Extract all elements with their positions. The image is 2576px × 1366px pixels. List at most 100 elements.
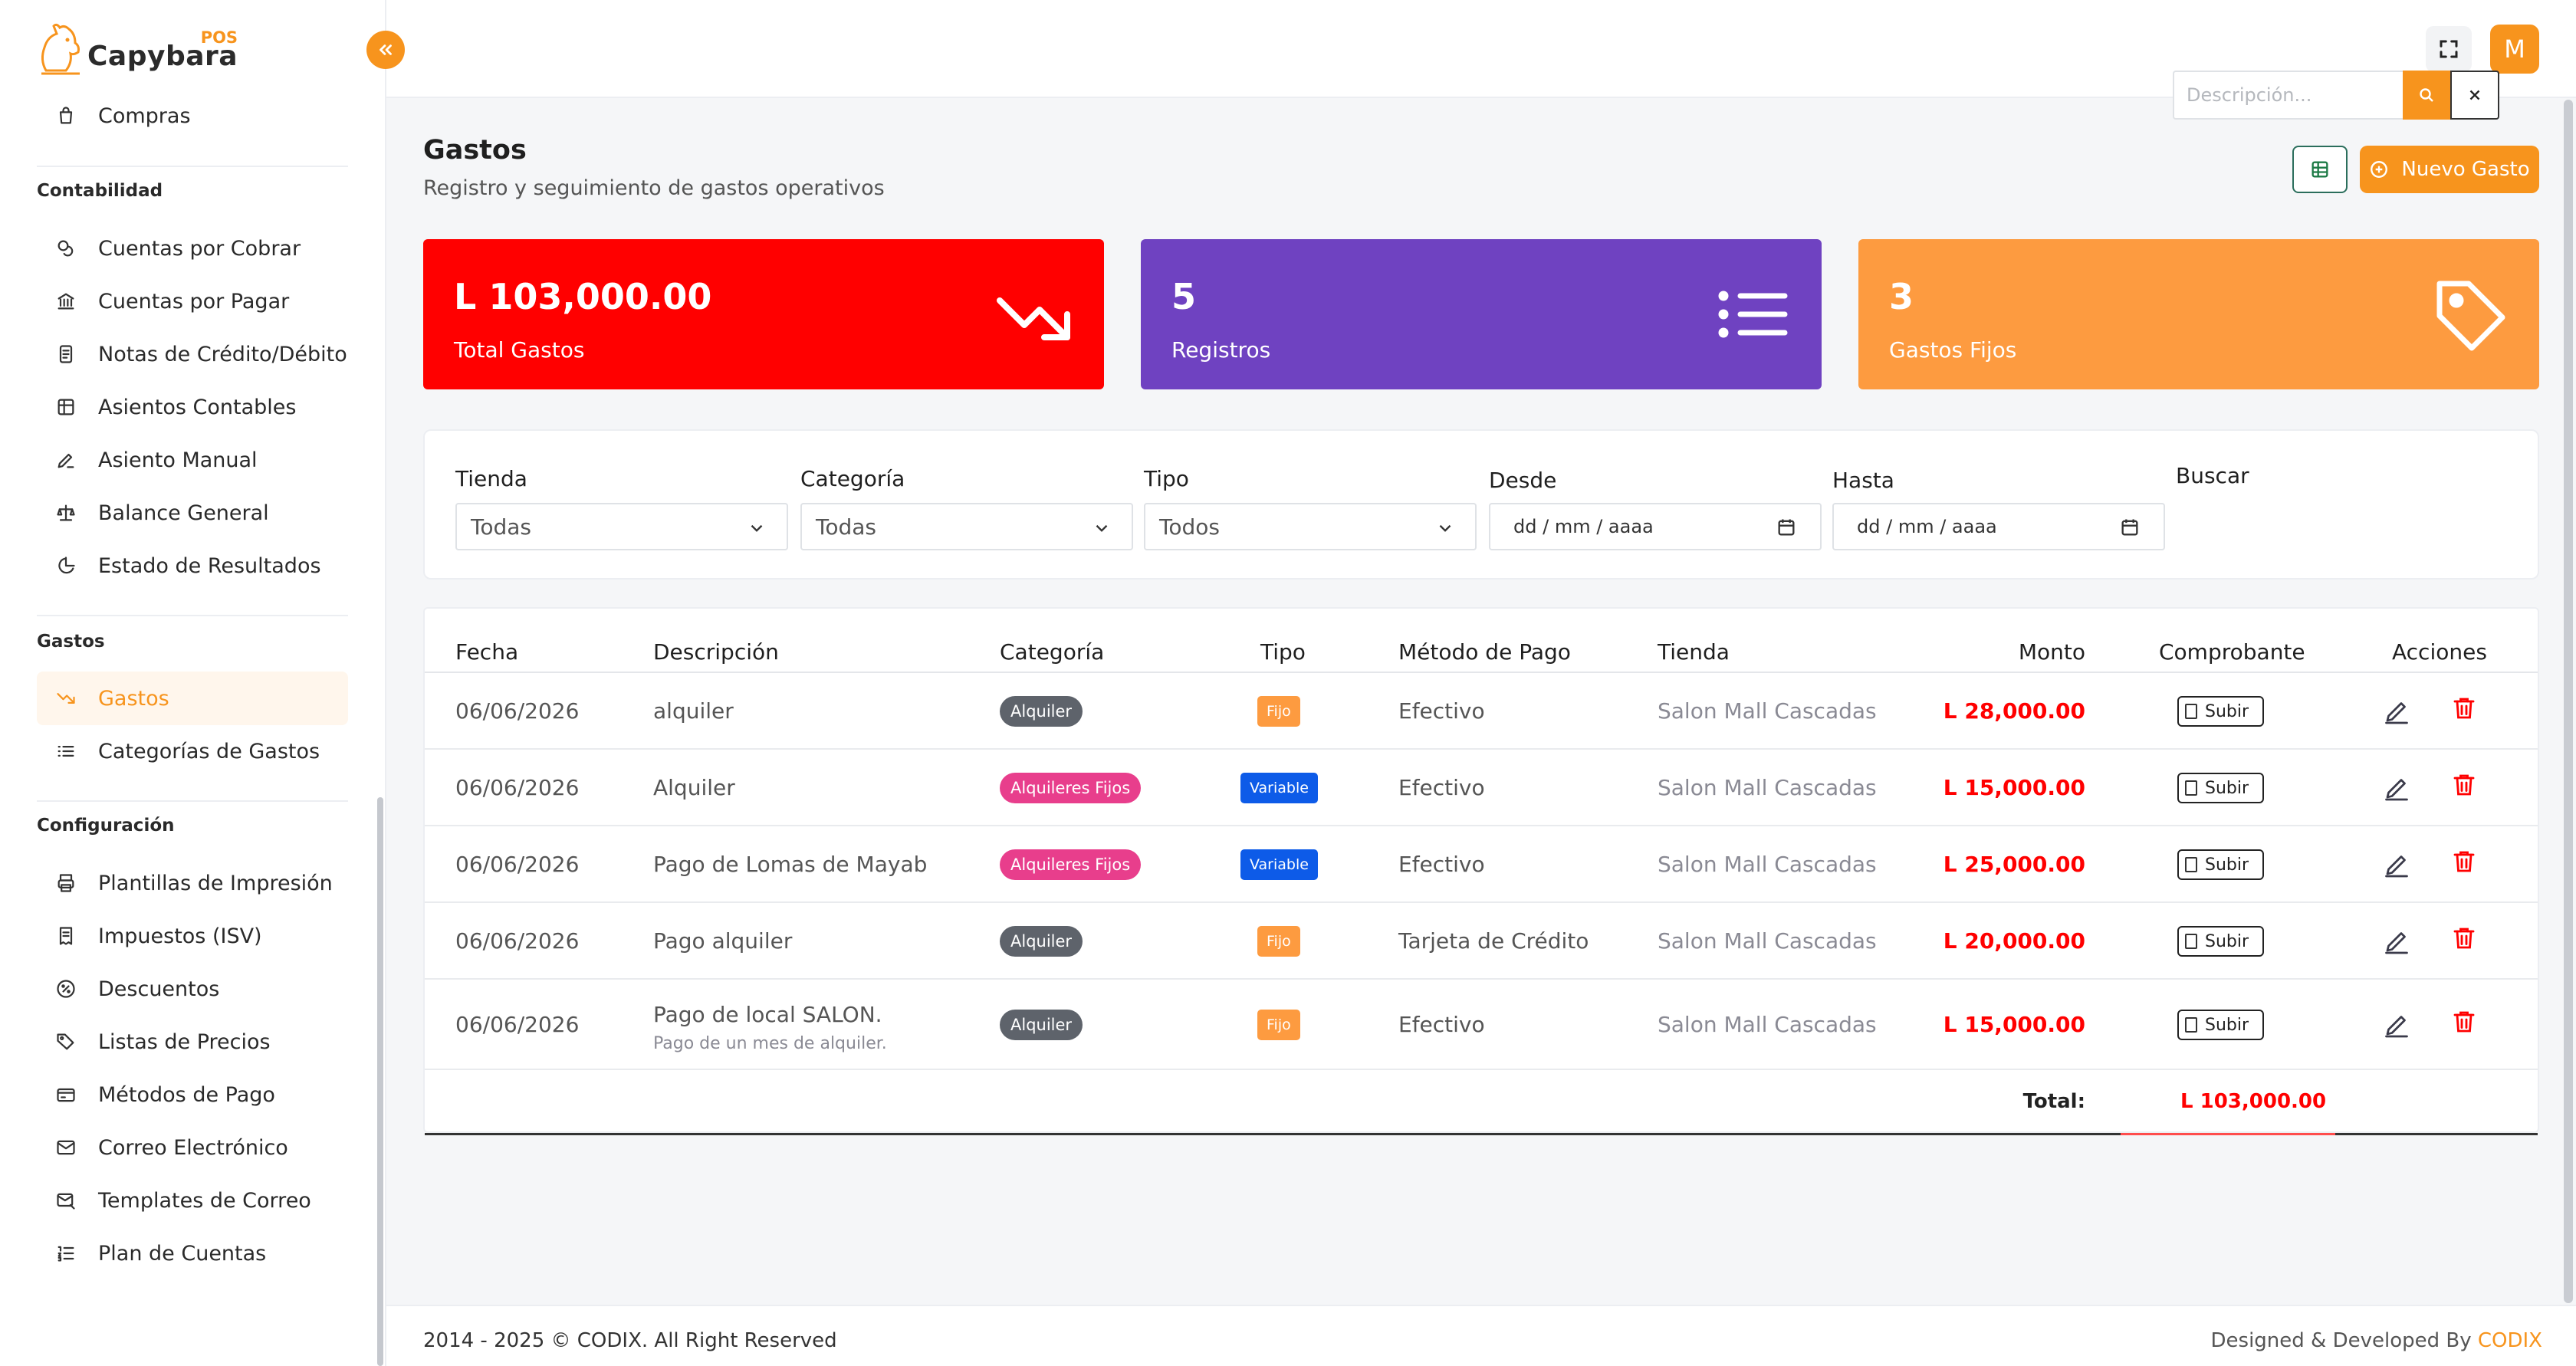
sidebar-item-descuentos[interactable]: Descuentos bbox=[37, 962, 348, 1016]
sidebar-item-impuestos-isv[interactable]: Impuestos (ISV) bbox=[37, 909, 348, 963]
upload-receipt-button[interactable]: Subir bbox=[2177, 849, 2265, 880]
delete-button[interactable] bbox=[2449, 1005, 2479, 1039]
file-icon bbox=[2185, 857, 2197, 872]
sidebar-item-estado-de-resultados[interactable]: Estado de Resultados bbox=[37, 539, 348, 593]
sidebar-item-templates-de-correo[interactable]: Templates de Correo bbox=[37, 1174, 348, 1227]
page-scrollbar[interactable] bbox=[2564, 100, 2573, 1303]
upload-receipt-label: Subir bbox=[2205, 855, 2249, 875]
search-input[interactable]: Descripción... bbox=[2173, 71, 2403, 120]
fullscreen-button[interactable] bbox=[2426, 26, 2472, 72]
sidebar-item-categorias-de-gastos[interactable]: Categorías de Gastos bbox=[37, 724, 348, 778]
trash-icon bbox=[2453, 698, 2475, 719]
sidebar: POS Capybara Compras Contabilidad Cuentas … bbox=[0, 0, 386, 1366]
delete-button[interactable] bbox=[2449, 691, 2479, 725]
category-badge: Alquiler bbox=[1000, 1010, 1083, 1040]
document-icon bbox=[59, 345, 73, 363]
edit-icon bbox=[2385, 1016, 2408, 1038]
pie-chart-icon bbox=[58, 557, 75, 574]
pie-chart-icon-wrap bbox=[55, 555, 77, 576]
sidebar-item-label: Templates de Correo bbox=[98, 1188, 311, 1213]
upload-receipt-button[interactable]: Subir bbox=[2177, 926, 2265, 957]
category-badge: Alquiler bbox=[1000, 926, 1083, 957]
sidebar-item-listas-de-precios[interactable]: Listas de Precios bbox=[37, 1015, 348, 1069]
table-row[interactable]: 06/06/2026 Pago alquiler Alquiler Fijo Tarje… bbox=[425, 903, 2538, 980]
col-header-tipo: Tipo bbox=[1260, 639, 1306, 665]
sidebar-scrollbar[interactable] bbox=[377, 797, 383, 1366]
upload-receipt-button[interactable]: Subir bbox=[2177, 773, 2265, 803]
table-row[interactable]: 06/06/2026 Alquiler Alquileres Fijos Variab… bbox=[425, 750, 2538, 826]
desde-date-input[interactable]: dd / mm / aaaa bbox=[1489, 503, 1822, 550]
delete-button[interactable] bbox=[2449, 845, 2479, 878]
edit-button[interactable] bbox=[2381, 924, 2412, 958]
new-expense-button[interactable]: Nuevo Gasto bbox=[2360, 146, 2539, 193]
sidebar-item-cuentas-por-cobrar[interactable]: Cuentas por Cobrar bbox=[37, 222, 348, 275]
table-row[interactable]: 06/06/2026 alquiler Alquiler Fijo Efectivo Sa… bbox=[425, 673, 2538, 750]
filter-label-tienda: Tienda bbox=[455, 466, 527, 491]
stat-card-total: L 103,000.00 Total Gastos bbox=[423, 239, 1104, 389]
avatar[interactable]: M bbox=[2490, 25, 2539, 74]
footer: 2014 - 2025 © CODIX. All Right Reserved … bbox=[386, 1305, 2576, 1366]
coins-icon bbox=[58, 240, 74, 257]
tipo-select[interactable]: Todos bbox=[1144, 503, 1477, 550]
trash-icon bbox=[2453, 851, 2475, 872]
collapse-sidebar-button[interactable] bbox=[366, 31, 405, 69]
export-excel-button[interactable] bbox=[2292, 146, 2348, 193]
calendar-icon[interactable] bbox=[1776, 517, 1797, 538]
table-row[interactable]: 06/06/2026 Pago de local SALON. Pago de un… bbox=[425, 980, 2538, 1070]
sidebar-item-compras[interactable]: Compras bbox=[37, 100, 348, 143]
clear-filters-button[interactable] bbox=[2450, 71, 2499, 120]
bank-icon-wrap bbox=[55, 291, 77, 312]
developer-link[interactable]: CODIX bbox=[2477, 1329, 2542, 1352]
edit-button[interactable] bbox=[2381, 848, 2412, 882]
sidebar-item-label: Asientos Contables bbox=[98, 395, 297, 419]
col-header-fecha: Fecha bbox=[455, 639, 519, 665]
sidebar-item-label: Gastos bbox=[98, 686, 169, 711]
sidebar-item-balance-general[interactable]: Balance General bbox=[37, 486, 348, 540]
sidebar-item-gastos[interactable]: Gastos bbox=[37, 672, 348, 725]
mail-template-icon bbox=[57, 1193, 75, 1210]
page-title: Gastos bbox=[423, 135, 527, 166]
calendar-icon[interactable] bbox=[2119, 517, 2141, 538]
sidebar-item-asientos-contables[interactable]: Asientos Contables bbox=[37, 380, 348, 434]
tienda-select[interactable]: Todas bbox=[455, 503, 788, 550]
delete-button[interactable] bbox=[2449, 768, 2479, 802]
hasta-date-input[interactable]: dd / mm / aaaa bbox=[1832, 503, 2165, 550]
sidebar-section-title: Gastos bbox=[37, 632, 105, 652]
upload-receipt-button[interactable]: Subir bbox=[2177, 1010, 2265, 1040]
logo[interactable]: POS Capybara bbox=[35, 15, 238, 81]
row-divider bbox=[425, 901, 2538, 903]
fullscreen-icon bbox=[2440, 40, 2458, 58]
delete-button[interactable] bbox=[2449, 921, 2479, 955]
table-row[interactable]: 06/06/2026 Pago de Lomas de Mayab Alquiler… bbox=[425, 826, 2538, 903]
categoria-select[interactable]: Todas bbox=[800, 503, 1133, 550]
cell-fecha: 06/06/2026 bbox=[455, 698, 580, 724]
file-icon bbox=[2185, 780, 2197, 796]
copyright-text: 2014 - 2025 © CODIX. All Right Reserved bbox=[423, 1329, 837, 1352]
stat-card-fixed: 3 Gastos Fijos bbox=[1858, 239, 2539, 389]
sidebar-item-asiento-manual[interactable]: Asiento Manual bbox=[37, 433, 348, 487]
sidebar-item-metodos-de-pago[interactable]: Métodos de Pago bbox=[37, 1068, 348, 1121]
upload-receipt-button[interactable]: Subir bbox=[2177, 696, 2265, 727]
table-footer-line bbox=[425, 1133, 2538, 1135]
stat-card-records: 5 Registros bbox=[1141, 239, 1822, 389]
upload-receipt-label: Subir bbox=[2205, 931, 2249, 951]
table-icon bbox=[58, 399, 74, 415]
edit-button[interactable] bbox=[2381, 694, 2412, 728]
trash-icon bbox=[2453, 928, 2475, 949]
sidebar-item-label: Plantillas de Impresión bbox=[98, 871, 333, 895]
search-button[interactable] bbox=[2403, 71, 2450, 120]
sidebar-item-plan-de-cuentas[interactable]: Plan de Cuentas bbox=[37, 1226, 348, 1280]
sidebar-item-notas-de-credito-debito[interactable]: Notas de Crédito/Débito bbox=[37, 327, 348, 381]
edit-button[interactable] bbox=[2381, 1008, 2412, 1042]
edit-icon bbox=[2385, 779, 2408, 801]
receipt-icon bbox=[59, 927, 73, 945]
edit-button[interactable] bbox=[2381, 771, 2412, 805]
sidebar-item-correo-electronico[interactable]: Correo Electrónico bbox=[37, 1121, 348, 1174]
sidebar-item-cuentas-por-pagar[interactable]: Cuentas por Pagar bbox=[37, 274, 348, 328]
sidebar-section-title: Configuración bbox=[37, 816, 175, 836]
sidebar-item-plantillas-de-impresion[interactable]: Plantillas de Impresión bbox=[37, 856, 348, 910]
cell-metodo-pago: Efectivo bbox=[1398, 852, 1485, 877]
sidebar-divider bbox=[37, 166, 348, 167]
list-icon-wrap bbox=[55, 740, 77, 762]
cell-fecha: 06/06/2026 bbox=[455, 1012, 580, 1037]
